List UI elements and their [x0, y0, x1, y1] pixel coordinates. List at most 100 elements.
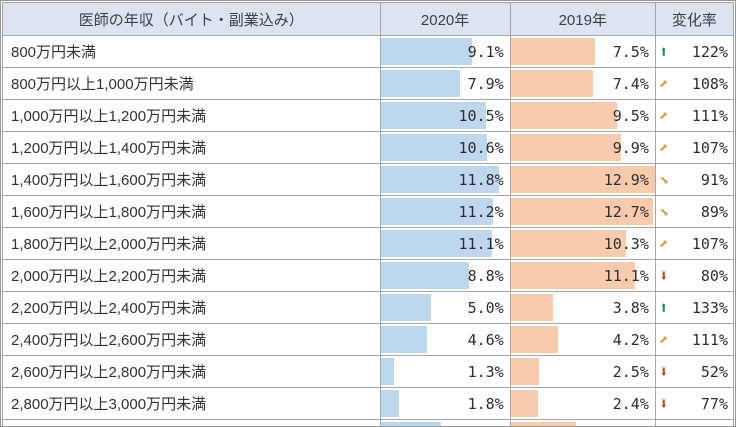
- income-bracket-label: 2,200万円以上2,400万円未満: [2, 291, 381, 324]
- value-2020-cell: 4.6%: [379, 323, 511, 356]
- arrow-up-icon: ⬆: [658, 41, 669, 61]
- value-2019-cell: 7.4%: [509, 67, 656, 100]
- value-2019-cell: 5.8%: [509, 419, 656, 426]
- value-2020-cell: 10.6%: [379, 131, 511, 164]
- income-bracket-label: 1,000万円以上1,200万円未満: [2, 99, 381, 132]
- table-row: 2,600万円以上2,800万円未満 1.3% 2.5% ⬇ 52%: [2, 355, 735, 388]
- value-2019-cell: 2.4%: [509, 387, 656, 420]
- arrow-down-right-icon: ⬊: [658, 201, 669, 221]
- arrow-up-icon: ⬆: [658, 297, 669, 317]
- table-row: 2,000万円以上2,200万円未満 8.8% 11.1% ⬇ 80%: [2, 259, 735, 292]
- income-bracket-label: 800万円以上1,000万円未満: [2, 67, 381, 100]
- income-bracket-label: 1,600万円以上1,800万円未満: [2, 195, 381, 228]
- table-row: 800万円未満 9.1% 7.5% ⬆ 122%: [2, 35, 735, 68]
- arrow-up-right-icon: ⬈: [658, 233, 669, 253]
- data-bar-2020: [381, 102, 486, 129]
- table-row: 800万円以上1,000万円未満 7.9% 7.4% ⬈ 108%: [2, 67, 735, 100]
- change-rate-cell: ➡103%: [654, 419, 735, 426]
- value-2019-cell: 12.7%: [509, 195, 656, 228]
- table-body: 800万円未満 9.1% 7.5% ⬆ 122% 800万円以上1,000万円未満…: [2, 35, 735, 426]
- change-rate-cell: ⬊ 91%: [654, 163, 735, 196]
- value-2020-cell: 1.3%: [379, 355, 511, 388]
- value-2020-cell: 1.8%: [379, 387, 511, 420]
- table-row: 1,600万円以上1,800万円未満 11.2% 12.7% ⬊ 89%: [2, 195, 735, 228]
- data-bar-2020: [381, 262, 469, 289]
- change-rate-cell: ⬇ 77%: [654, 387, 735, 420]
- value-2020-cell: 9.1%: [379, 35, 511, 68]
- header-row: 医師の年収（バイト・副業込み） 2020年 2019年 変化率: [2, 2, 735, 36]
- column-header-2020: 2020年: [379, 2, 511, 36]
- table-row: 3,000万円以上 6.0% 5.8% ➡103%: [2, 419, 735, 426]
- change-rate-cell: ⬆ 122%: [654, 35, 735, 68]
- data-bar-2019: [511, 166, 655, 193]
- change-rate-cell: ⬆ 133%: [654, 291, 735, 324]
- value-2020-cell: 5.0%: [379, 291, 511, 324]
- data-bar-2020: [381, 70, 460, 97]
- income-bracket-label: 1,400万円以上1,600万円未満: [2, 163, 381, 196]
- value-2019-cell: 12.9%: [509, 163, 656, 196]
- table-row: 2,800万円以上3,000万円未満 1.8% 2.4% ⬇ 77%: [2, 387, 735, 420]
- data-bar-2019: [511, 294, 554, 321]
- data-bar-2019: [511, 102, 617, 129]
- data-bar-2019: [511, 262, 635, 289]
- table-row: 1,400万円以上1,600万円未満 11.8% 12.9% ⬊ 91%: [2, 163, 735, 196]
- income-bracket-label: 1,200万円以上1,400万円未満: [2, 131, 381, 164]
- value-2020-cell: 8.8%: [379, 259, 511, 292]
- value-2020-cell: 6.0%: [379, 419, 511, 426]
- value-2020-cell: 11.1%: [379, 227, 511, 260]
- arrow-down-icon: ⬇: [658, 265, 669, 285]
- data-bar-2019: [511, 198, 653, 225]
- data-bar-2019: [511, 70, 594, 97]
- data-bar-2019: [511, 422, 576, 426]
- arrow-down-right-icon: ⬊: [658, 169, 669, 189]
- income-bracket-label: 2,400万円以上2,600万円未満: [2, 323, 381, 356]
- change-rate-cell: ⬈ 111%: [654, 323, 735, 356]
- data-bar-2020: [381, 326, 427, 353]
- table-row: 2,200万円以上2,400万円未満 5.0% 3.8% ⬆ 133%: [2, 291, 735, 324]
- income-bracket-label: 3,000万円以上: [2, 419, 381, 426]
- data-bar-2019: [511, 134, 622, 161]
- change-rate-cell: ⬇ 80%: [654, 259, 735, 292]
- table-row: 1,800万円以上2,000万円未満 11.1% 10.3% ⬈ 107%: [2, 227, 735, 260]
- change-rate-cell: ⬊ 89%: [654, 195, 735, 228]
- column-header-income: 医師の年収（バイト・副業込み）: [2, 2, 381, 36]
- data-bar-2019: [511, 358, 539, 385]
- income-bracket-label: 2,600万円以上2,800万円未満: [2, 355, 381, 388]
- data-bar-2019: [511, 326, 558, 353]
- value-2019-cell: 9.9%: [509, 131, 656, 164]
- arrow-down-icon: ⬇: [658, 361, 669, 381]
- value-2019-cell: 3.8%: [509, 291, 656, 324]
- arrow-up-right-icon: ⬈: [658, 73, 669, 93]
- change-rate-cell: ⬇ 52%: [654, 355, 735, 388]
- data-bar-2020: [381, 166, 499, 193]
- arrow-up-right-icon: ⬈: [658, 105, 669, 125]
- arrow-up-right-icon: ⬈: [658, 137, 669, 157]
- data-bar-2019: [511, 230, 626, 257]
- column-header-change: 変化率: [654, 2, 735, 36]
- value-2019-cell: 11.1%: [509, 259, 656, 292]
- change-rate-cell: ⬈ 107%: [654, 131, 735, 164]
- value-2020-cell: 11.8%: [379, 163, 511, 196]
- value-2019-cell: 7.5%: [509, 35, 656, 68]
- data-bar-2019: [511, 390, 538, 417]
- data-bar-2020: [381, 294, 431, 321]
- arrow-down-icon: ⬇: [658, 393, 669, 413]
- income-bracket-label: 1,800万円以上2,000万円未満: [2, 227, 381, 260]
- change-rate-cell: ⬈ 108%: [654, 67, 735, 100]
- income-bracket-label: 800万円未満: [2, 35, 381, 68]
- table-row: 2,400万円以上2,600万円未満 4.6% 4.2% ⬈ 111%: [2, 323, 735, 356]
- data-bar-2020: [381, 358, 394, 385]
- change-rate-cell: ⬈ 107%: [654, 227, 735, 260]
- data-bar-2020: [381, 38, 472, 65]
- data-bar-2020: [381, 390, 399, 417]
- data-bar-2020: [381, 230, 492, 257]
- value-2020-cell: 7.9%: [379, 67, 511, 100]
- data-bar-2020: [381, 198, 493, 225]
- value-2020-cell: 10.5%: [379, 99, 511, 132]
- value-2020-cell: 11.2%: [379, 195, 511, 228]
- value-2019-cell: 2.5%: [509, 355, 656, 388]
- value-2019-cell: 4.2%: [509, 323, 656, 356]
- value-2019-cell: 10.3%: [509, 227, 656, 260]
